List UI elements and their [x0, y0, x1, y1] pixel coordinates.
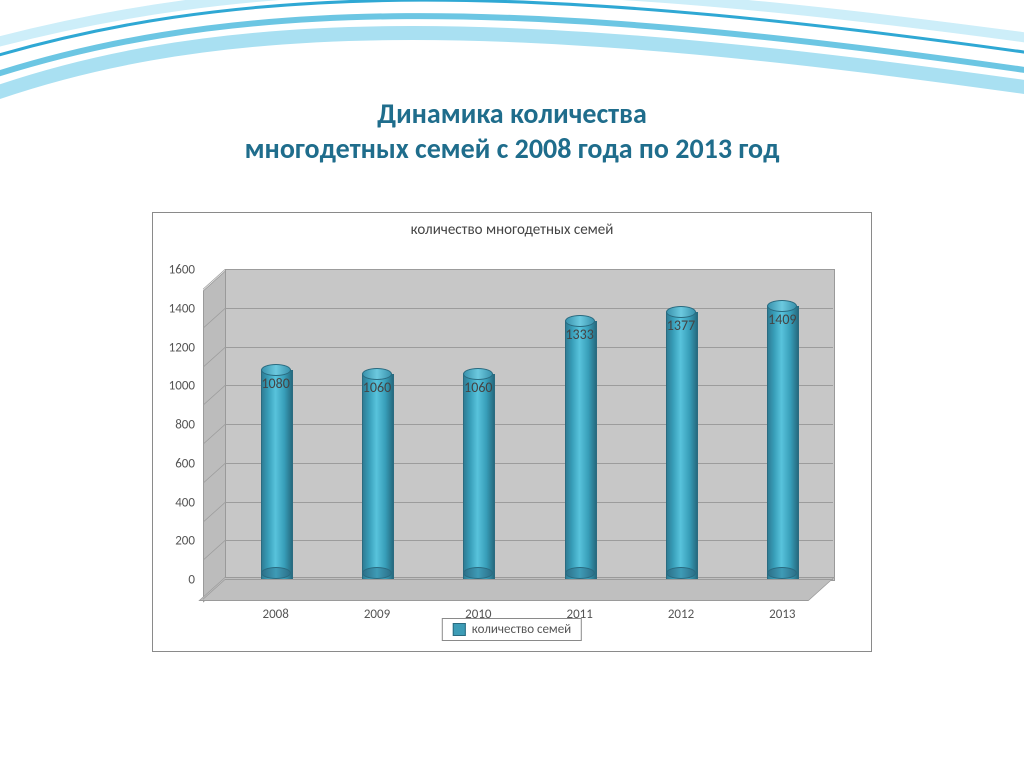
bar-value-label: 1060 — [464, 379, 492, 396]
y-tick-label: 1600 — [169, 263, 195, 278]
y-tick-label: 1000 — [169, 379, 195, 394]
x-tick-label: 2013 — [769, 607, 795, 622]
y-tick-label: 600 — [175, 456, 195, 471]
x-tick-label: 2012 — [668, 607, 694, 622]
slide: Динамика количества многодетных семей с … — [0, 0, 1024, 768]
title-line-2: многодетных семей с 2008 года по 2013 го… — [245, 131, 780, 166]
x-tick-label: 2008 — [262, 607, 288, 622]
legend-swatch — [453, 623, 466, 636]
slide-title: Динамика количества многодетных семей с … — [0, 96, 1024, 166]
bar-value-label: 1080 — [261, 375, 289, 392]
bar-value-label: 1377 — [667, 317, 695, 334]
plot-area: 02004006008001000120014001600 1080106010… — [225, 269, 833, 579]
plot-floor — [198, 577, 835, 601]
plot-side-wall — [203, 269, 227, 603]
bar-value-label: 1333 — [565, 326, 593, 343]
chart-container: количество многодетных семей 0 200 400 600 8… — [152, 212, 872, 652]
legend-label: количество семей — [472, 622, 571, 637]
gridline: 0 — [225, 579, 833, 580]
bars-layer: 1080 1060 1060 1333 1377 1409 — [225, 269, 833, 579]
y-tick-label: 200 — [175, 534, 195, 549]
y-tick-label: 400 — [175, 495, 195, 510]
y-tick-label: 800 — [175, 418, 195, 433]
y-tick-label: 1200 — [169, 340, 195, 355]
y-tick-label: 1400 — [169, 301, 195, 316]
chart-title: количество многодетных семей — [153, 221, 871, 239]
chart-legend: количество семей — [442, 618, 582, 641]
y-tick-label: 0 — [188, 573, 195, 588]
title-line-1: Динамика количества — [377, 96, 647, 131]
bar-value-label: 1060 — [363, 379, 391, 396]
x-tick-label: 2009 — [364, 607, 390, 622]
bar-value-label: 1409 — [768, 311, 796, 328]
